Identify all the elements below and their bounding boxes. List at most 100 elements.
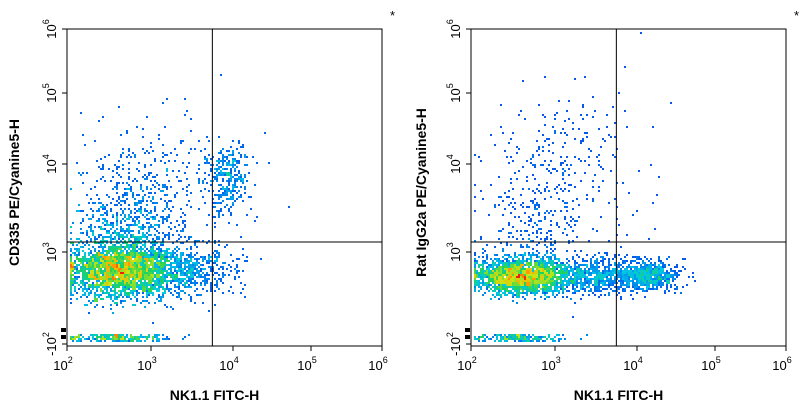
event-dot	[476, 274, 478, 276]
event-dot	[624, 260, 626, 262]
event-dot	[478, 276, 480, 278]
event-dot	[166, 206, 168, 208]
event-dot	[544, 116, 546, 118]
event-dot	[474, 272, 476, 274]
event-dot	[166, 338, 168, 340]
event-dot	[618, 292, 620, 294]
event-dot	[144, 236, 146, 238]
event-dot	[634, 256, 636, 258]
event-dot	[90, 278, 92, 280]
event-dot	[488, 270, 490, 272]
event-dot	[88, 278, 90, 280]
event-dot	[582, 274, 584, 276]
event-dot	[100, 246, 102, 248]
event-dot	[522, 340, 524, 342]
event-dot	[114, 258, 116, 260]
event-dot	[136, 264, 138, 266]
event-dot	[178, 296, 180, 298]
event-dot	[498, 264, 500, 266]
event-dot	[534, 262, 536, 264]
event-dot	[126, 246, 128, 248]
event-dot	[606, 270, 608, 272]
event-dot	[574, 284, 576, 286]
event-dot	[114, 302, 116, 304]
event-dot	[652, 288, 654, 290]
event-dot	[146, 272, 148, 274]
event-dot	[234, 158, 236, 160]
event-dot	[122, 282, 124, 284]
event-dot	[188, 268, 190, 270]
event-dot	[512, 284, 514, 286]
event-dot	[490, 272, 492, 274]
event-dot	[184, 260, 186, 262]
event-dot	[166, 254, 168, 256]
event-dot	[548, 150, 550, 152]
x-axis-label: NK1.1 FITC-H	[574, 387, 663, 403]
event-dot	[116, 182, 118, 184]
event-dot	[148, 240, 150, 242]
event-dot	[652, 268, 654, 270]
event-dot	[480, 336, 482, 338]
event-dot	[152, 286, 154, 288]
event-dot	[132, 276, 134, 278]
event-dot	[74, 268, 76, 270]
event-dot	[116, 264, 118, 266]
event-dot	[124, 240, 126, 242]
event-dot	[70, 302, 72, 304]
event-dot	[526, 262, 528, 264]
event-dot	[206, 272, 208, 274]
event-dot	[172, 170, 174, 172]
event-dot	[188, 238, 190, 240]
event-dot	[114, 276, 116, 278]
event-dot	[144, 286, 146, 288]
event-dot	[594, 174, 596, 176]
event-dot	[122, 300, 124, 302]
event-dot	[230, 212, 232, 214]
event-dot	[658, 270, 660, 272]
event-dot	[100, 272, 102, 274]
event-dot	[144, 164, 146, 166]
event-dot	[104, 276, 106, 278]
event-dot	[154, 286, 156, 288]
event-dot	[680, 292, 682, 294]
event-dot	[512, 264, 514, 266]
event-dot	[598, 160, 600, 162]
event-dot	[112, 170, 114, 172]
event-dot	[152, 184, 154, 186]
event-dot	[558, 258, 560, 260]
event-dot	[550, 284, 552, 286]
event-dot	[86, 268, 88, 270]
event-dot	[92, 256, 94, 258]
event-dot	[222, 282, 224, 284]
event-dot	[104, 260, 106, 262]
event-dot	[126, 268, 128, 270]
event-dot	[598, 154, 600, 156]
event-dot	[216, 176, 218, 178]
event-dot	[204, 276, 206, 278]
event-dot	[514, 288, 516, 290]
event-dot	[548, 212, 550, 214]
event-dot	[126, 286, 128, 288]
event-dot	[574, 268, 576, 270]
event-dot	[678, 274, 680, 276]
event-dot	[100, 290, 102, 292]
event-dot	[172, 294, 174, 296]
event-dot	[176, 274, 178, 276]
event-dot	[128, 272, 130, 274]
event-dot	[512, 188, 514, 190]
event-dot	[474, 336, 476, 338]
event-dot	[102, 228, 104, 230]
event-dot	[506, 276, 508, 278]
event-dot	[530, 158, 532, 160]
event-dot	[108, 246, 110, 248]
event-dot	[144, 306, 146, 308]
event-dot	[546, 266, 548, 268]
event-dot	[128, 282, 130, 284]
event-dot	[586, 270, 588, 272]
event-dot	[556, 288, 558, 290]
event-dot	[178, 286, 180, 288]
event-dot	[178, 248, 180, 250]
event-dot	[486, 266, 488, 268]
event-dot	[628, 264, 630, 266]
event-dot	[518, 268, 520, 270]
